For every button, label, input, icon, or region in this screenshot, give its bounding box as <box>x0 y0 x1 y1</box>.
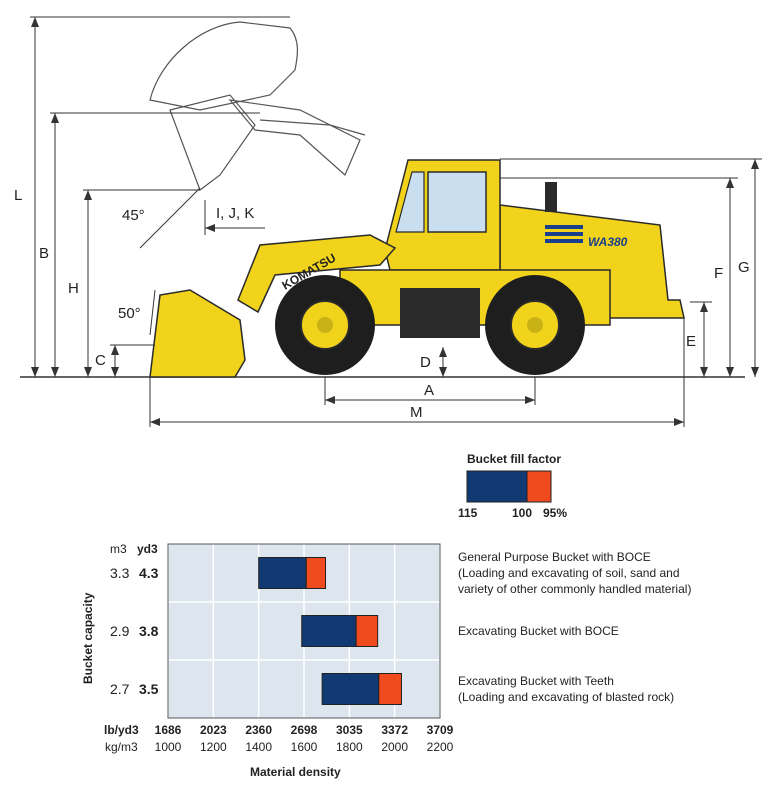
model-badge: WA380 <box>588 235 628 249</box>
x-tick-label-imperial: 2698 <box>291 723 318 737</box>
x-tick-label-imperial: 3709 <box>427 723 454 737</box>
front-wheel <box>275 275 375 375</box>
fill-factor-legend: Bucket fill factor 115 100 95% <box>458 452 567 520</box>
y-tick-label-imperial: 3.8 <box>139 623 159 639</box>
bucket-selection-chart: Bucket fill factor 115 100 95% m3 yd3 Bu… <box>81 452 691 779</box>
y-tick-label-metric: 2.7 <box>110 681 130 697</box>
legend-label-95: 95% <box>543 506 567 520</box>
y-tick-label-imperial: 3.5 <box>139 681 159 697</box>
x-tick-label-imperial: 2360 <box>245 723 272 737</box>
dim-label-IJK: I, J, K <box>216 205 254 222</box>
x-unit-imperial: lb/yd3 <box>104 723 139 737</box>
bucket-description-line: Excavating Bucket with BOCE <box>458 624 619 638</box>
bucket-description-line: (Loading and excavating of soil, sand an… <box>458 566 680 580</box>
bar-fill-factor-115-100 <box>301 615 357 647</box>
y-tick-labels: 3.3 4.3 2.9 3.8 2.7 3.5 <box>110 565 159 697</box>
bucket-descriptions: General Purpose Bucket with BOCE (Loading… <box>458 550 691 704</box>
bar-fill-factor-115-100 <box>321 673 380 705</box>
x-tick-labels: 1686 1000 2023 1200 2360 1400 2698 1600 3035 1800… <box>155 723 454 754</box>
chart-bars <box>258 557 402 705</box>
x-tick-label-metric: 1800 <box>336 740 363 754</box>
bar-fill-factor-100-95 <box>355 615 379 647</box>
x-tick-label-imperial: 3372 <box>381 723 408 737</box>
y-tick-label-metric: 3.3 <box>110 565 130 581</box>
legend-bar-fill <box>466 470 528 503</box>
y-unit-imperial: yd3 <box>137 542 158 556</box>
y-tick-label-metric: 2.9 <box>110 623 130 639</box>
x-tick-label-imperial: 3035 <box>336 723 363 737</box>
dim-label-M: M <box>410 404 423 421</box>
angle-label-rollback: 50° <box>118 305 141 322</box>
bar-fill-factor-115-100 <box>258 557 307 589</box>
dim-label-H: H <box>68 280 79 297</box>
loader-dimension-diagram: KOMATSU WA380 <box>14 16 762 427</box>
rear-wheel <box>485 275 585 375</box>
bar-fill-factor-100-95 <box>378 673 402 705</box>
y-axis-title: Bucket capacity <box>81 592 95 684</box>
x-unit-metric: kg/m3 <box>105 740 138 754</box>
dim-label-B: B <box>39 245 49 262</box>
bucket-description-line: General Purpose Bucket with BOCE <box>458 550 651 564</box>
legend-label-115: 115 <box>458 506 478 520</box>
dim-label-L: L <box>14 187 22 204</box>
y-tick-label-imperial: 4.3 <box>139 565 159 581</box>
bar-fill-factor-100-95 <box>305 557 327 589</box>
x-tick-label-imperial: 1686 <box>155 723 182 737</box>
x-tick-label-metric: 2000 <box>381 740 408 754</box>
dim-label-F: F <box>714 265 723 282</box>
cab-window <box>427 171 487 233</box>
bucket-description-line: Excavating Bucket with Teeth <box>458 674 614 688</box>
x-tick-label-metric: 1200 <box>200 740 227 754</box>
bucket-description-line: (Loading and excavating of blasted rock) <box>458 690 674 704</box>
dimension-arrowheads <box>31 17 759 426</box>
x-tick-label-metric: 1600 <box>291 740 318 754</box>
x-tick-label-metric: 1400 <box>245 740 272 754</box>
loader-body <box>149 159 685 378</box>
x-tick-label-metric: 1000 <box>155 740 182 754</box>
angle-label-dump: 45° <box>122 207 145 224</box>
x-axis-title: Material density <box>250 765 341 779</box>
raised-bucket-outline <box>149 21 366 191</box>
dim-label-E: E <box>686 333 696 350</box>
bucket-description-line: variety of other commonly handled materi… <box>458 582 691 596</box>
dim-label-A: A <box>424 382 434 399</box>
legend-label-100: 100 <box>512 506 532 520</box>
legend-title: Bucket fill factor <box>467 452 561 466</box>
dim-label-C: C <box>95 352 106 369</box>
dim-label-G: G <box>738 259 750 276</box>
x-tick-label-metric: 2200 <box>427 740 454 754</box>
x-tick-label-imperial: 2023 <box>200 723 227 737</box>
legend-bar-accent <box>526 470 552 503</box>
y-unit-metric: m3 <box>110 542 127 556</box>
dim-label-D: D <box>420 354 431 371</box>
